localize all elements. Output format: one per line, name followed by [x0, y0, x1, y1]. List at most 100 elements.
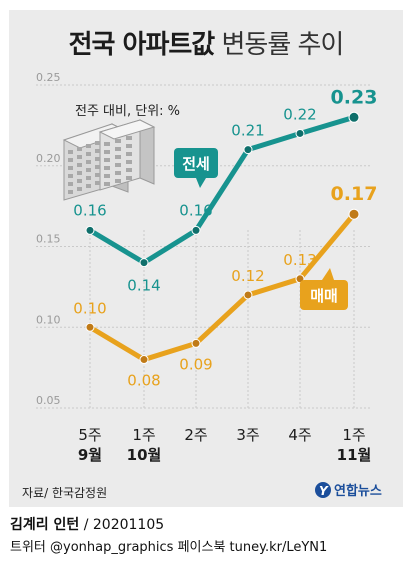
- x-tick-sublabel: 9월: [78, 446, 102, 464]
- window: [95, 173, 100, 177]
- callout-maemae-tail: [322, 268, 334, 280]
- author: 김계리 인턴: [10, 517, 80, 533]
- window: [104, 142, 110, 146]
- window: [86, 144, 91, 148]
- window: [86, 168, 91, 172]
- title-light: 변동률 추이: [221, 30, 344, 60]
- window: [86, 152, 91, 156]
- data-label: 0.12: [231, 267, 264, 285]
- callout-maemae-box: [300, 280, 348, 310]
- x-tick-label: 5주: [78, 426, 101, 444]
- window: [95, 149, 100, 153]
- window: [68, 174, 73, 178]
- callout-jeonse-box: [174, 148, 218, 178]
- window: [77, 187, 82, 191]
- yonhap-logo: Y 연합뉴스: [315, 482, 382, 499]
- window: [68, 166, 73, 170]
- data-label: 0.09: [179, 355, 212, 373]
- data-label: 0.16: [73, 201, 106, 219]
- data-labels: 0.16 0.14 0.16 0.21 0.22 0.23 0.10 0.08 0.09 0.12…: [73, 86, 377, 389]
- window: [115, 171, 121, 175]
- data-point: [85, 322, 95, 332]
- x-tick-sublabel: 10월: [127, 446, 162, 464]
- data-point: [191, 225, 201, 235]
- data-point: [139, 258, 149, 268]
- callout-jeonse-tail: [196, 178, 206, 188]
- window: [95, 181, 100, 185]
- data-points: [85, 111, 360, 365]
- window: [86, 184, 91, 188]
- data-point: [348, 208, 360, 220]
- window: [104, 182, 110, 186]
- x-tick-sublabel: 11월: [337, 446, 372, 464]
- data-point: [348, 111, 360, 123]
- data-point: [295, 128, 305, 138]
- data-point: [85, 225, 95, 235]
- x-tick-label: 4주: [288, 426, 311, 444]
- data-point: [243, 290, 253, 300]
- callout-jeonse-label: 전세: [182, 155, 210, 173]
- window: [115, 155, 121, 159]
- window: [77, 155, 82, 159]
- window: [77, 147, 82, 151]
- y-tick-label: 0.05: [36, 394, 61, 407]
- y-tick-label: 0.15: [36, 233, 61, 246]
- data-label: 0.10: [73, 299, 106, 317]
- footer-credit: 김계리 인턴 / 20201105: [10, 514, 164, 534]
- footer-contact: 트위터 @yonhap_graphics 페이스북 tuney.kr/LeYN1: [10, 540, 328, 555]
- window: [115, 179, 121, 183]
- window: [77, 179, 82, 183]
- data-label: 0.08: [127, 372, 160, 390]
- x-tick-label: 1주: [132, 426, 155, 444]
- data-label: 0.22: [283, 105, 316, 123]
- window: [77, 171, 82, 175]
- window: [95, 165, 100, 169]
- window: [104, 150, 110, 154]
- x-tick-label: 3주: [236, 426, 259, 444]
- y-tick-label: 0.20: [36, 152, 61, 165]
- data-label: 0.13: [283, 251, 316, 269]
- window: [86, 176, 91, 180]
- x-axis-labels: 5주 9월 1주 10월 2주 3주 4주 1주 11월: [78, 426, 371, 464]
- y-axis-ticks: 0.25 0.20 0.15 0.10 0.05: [36, 71, 61, 407]
- unit-note: 전주 대비, 단위: %: [75, 104, 181, 119]
- window: [126, 144, 132, 148]
- data-point: [191, 338, 201, 348]
- window: [86, 160, 91, 164]
- apartment-building-icon: [62, 119, 156, 201]
- data-label: 0.17: [331, 183, 378, 205]
- x-tick-label: 1주: [342, 426, 365, 444]
- series-line-maemae: [87, 211, 357, 363]
- chart-panel: 전국 아파트값 변동률 추이 전주 대비, 단위: %: [9, 10, 403, 507]
- window: [126, 176, 132, 180]
- series-line-jeonse: [87, 114, 357, 266]
- svg-text:Y: Y: [319, 484, 329, 498]
- window: [77, 163, 82, 167]
- data-label: 0.16: [179, 201, 212, 219]
- logo-text: 연합뉴스: [334, 483, 382, 499]
- window: [68, 182, 73, 186]
- window: [126, 136, 132, 140]
- window: [95, 141, 100, 145]
- window: [68, 150, 73, 154]
- window: [115, 147, 121, 151]
- callout-maemae-label: 매매: [310, 287, 338, 305]
- series-lines: [87, 114, 357, 363]
- window: [104, 158, 110, 162]
- x-tick-label: 2주: [184, 426, 207, 444]
- data-point: [243, 145, 253, 155]
- data-label: 0.23: [331, 86, 378, 108]
- data-label: 0.14: [127, 277, 160, 295]
- yonhap-logo-icon: [315, 482, 331, 498]
- title-bold: 전국 아파트값: [68, 30, 216, 60]
- window: [115, 163, 121, 167]
- window: [115, 139, 121, 143]
- y-tick-label: 0.10: [36, 313, 61, 326]
- date: / 20201105: [79, 517, 165, 533]
- window: [104, 174, 110, 178]
- window: [68, 190, 73, 194]
- window: [95, 157, 100, 161]
- source-text: 자료/ 한국감정원: [22, 486, 107, 500]
- source-note: 자료/ 한국감정원: [22, 486, 107, 500]
